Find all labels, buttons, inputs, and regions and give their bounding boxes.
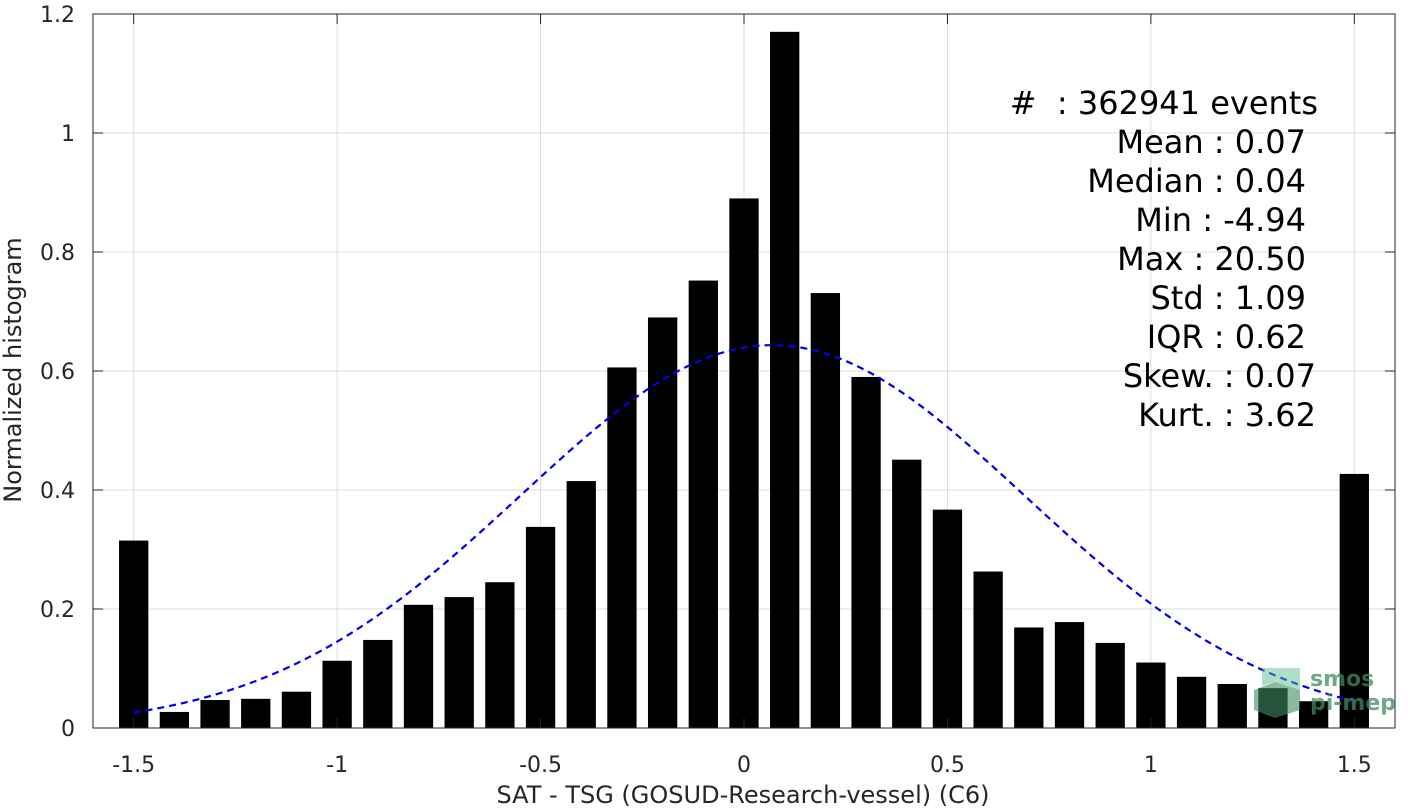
histogram-bar <box>241 698 271 728</box>
histogram-bar <box>1339 473 1369 728</box>
histogram-bars <box>119 31 1369 729</box>
histogram-bar <box>770 31 800 729</box>
stat-line: Skew. : 0.07 <box>1123 357 1316 395</box>
histogram-bar <box>932 509 963 728</box>
y-tick-label: 1 <box>61 122 75 147</box>
histogram-bar <box>688 280 718 728</box>
histogram-bar <box>647 317 678 728</box>
histogram-bar <box>159 711 190 728</box>
watermark-line-2: pi-mep <box>1310 691 1396 716</box>
stat-line: Median : 0.04 <box>1087 162 1306 200</box>
histogram-bar <box>1014 627 1044 728</box>
y-tick-label: 0.4 <box>40 479 75 504</box>
x-axis-title: SAT - TSG (GOSUD-Research-vessel) (C6) <box>497 781 990 809</box>
smos-pimep-watermark: smos pi-mep <box>1254 667 1396 718</box>
y-tick-label: 0.8 <box>40 241 75 266</box>
histogram-bar <box>607 367 637 728</box>
histogram-bar <box>322 660 352 728</box>
y-tick-label: 0 <box>61 717 75 742</box>
histogram-bar <box>851 376 881 728</box>
histogram-bar <box>403 604 434 728</box>
histogram-bar <box>1136 662 1166 728</box>
stat-line: Std : 1.09 <box>1150 279 1306 317</box>
y-axis-title: Normalized histogram <box>0 237 27 502</box>
stat-line: Mean : 0.07 <box>1116 123 1306 161</box>
stat-line: Min : -4.94 <box>1135 201 1306 239</box>
y-tick-label: 0.2 <box>40 598 75 623</box>
x-tick-label: 0 <box>737 753 751 778</box>
histogram-bar <box>363 639 393 728</box>
stat-line: Max : 20.50 <box>1117 240 1306 278</box>
histogram-bar <box>810 293 841 728</box>
x-tick-label: -1 <box>326 753 348 778</box>
x-tick-label: -1.5 <box>112 753 155 778</box>
pimep-logo-icon-accent <box>1262 668 1300 690</box>
x-tick-label: -0.5 <box>519 753 562 778</box>
x-tick-labels: -1.5 -1 -0.5 0 0.5 1 1.5 <box>112 753 1372 778</box>
pimep-logo-icon <box>1254 682 1300 718</box>
watermark-line-1: smos <box>1310 667 1374 692</box>
histogram-bar <box>892 459 922 728</box>
histogram-bar <box>973 571 1003 728</box>
histogram-bar <box>1095 642 1125 728</box>
histogram-bar <box>1054 622 1085 728</box>
axis-ticks <box>93 13 1395 729</box>
histogram-bar <box>1176 676 1207 728</box>
histogram-bar <box>119 540 149 728</box>
histogram-bar <box>1217 683 1247 728</box>
y-tick-labels: 0 0.2 0.4 0.6 0.8 1 1.2 <box>40 3 75 742</box>
histogram-bar <box>200 700 230 728</box>
histogram-bar <box>485 582 515 728</box>
x-tick-label: 1 <box>1144 753 1158 778</box>
histogram-bar <box>729 198 759 728</box>
normal-fit-curve <box>133 344 1355 714</box>
x-tick-label: 0.5 <box>930 753 965 778</box>
stat-line: Kurt. : 3.62 <box>1138 396 1316 434</box>
histogram-bar <box>566 481 596 728</box>
histogram-bar <box>281 691 312 728</box>
y-tick-label: 0.6 <box>40 360 75 385</box>
histogram-bar <box>1298 701 1329 728</box>
histogram-bar <box>525 526 556 728</box>
histogram-bar <box>444 597 474 728</box>
stat-line: # : 362941 events <box>1010 84 1318 122</box>
stat-line: IQR : 0.62 <box>1147 318 1306 356</box>
y-tick-label: 1.2 <box>40 3 75 28</box>
x-tick-label: 1.5 <box>1337 753 1372 778</box>
